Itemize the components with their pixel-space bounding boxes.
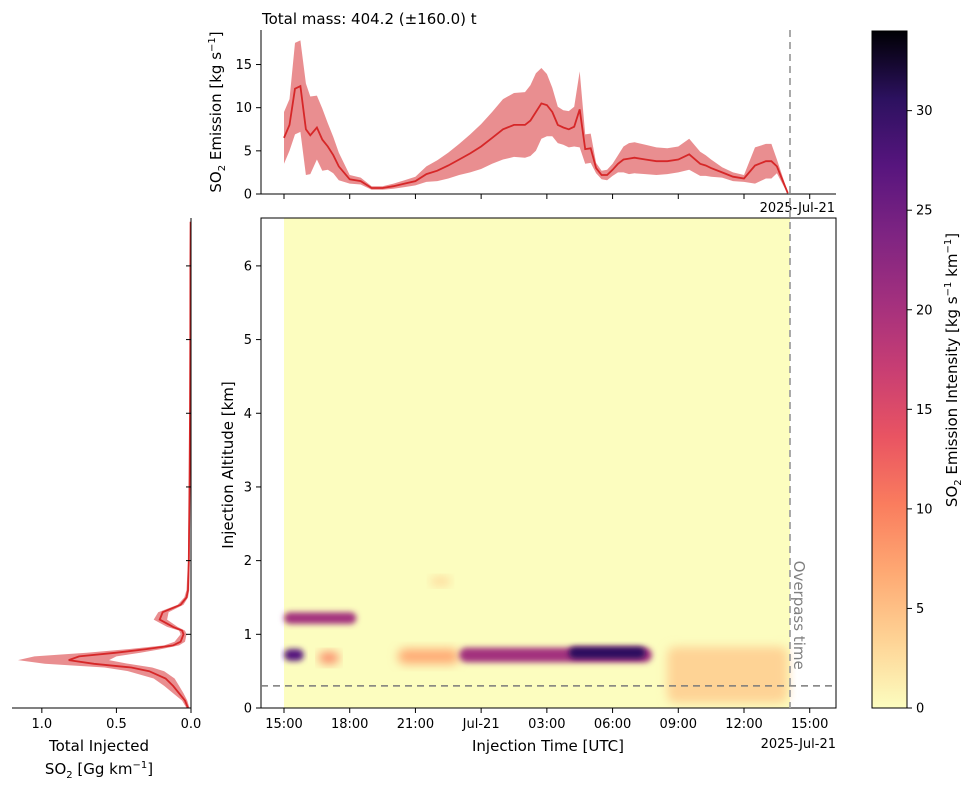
colorbar-tick-label: 20	[916, 303, 933, 318]
main-x-tick-label: 09:00	[660, 717, 697, 732]
top-y-ticks: 0 5 10 15	[235, 58, 261, 203]
top-y-tick-label: 0	[244, 188, 252, 203]
profile-y-ticks	[186, 265, 191, 709]
top-y-label: SO2 Emission [kg s−1]	[207, 31, 228, 192]
emission-uncertainty-band	[284, 40, 788, 195]
colorbar: 0 5 10 15 20 25 30 SO2 Emission Intensity [kg …	[871, 30, 964, 717]
main-x-tick-label: 18:00	[331, 717, 368, 732]
main-x-tick-label: 21:00	[397, 717, 434, 732]
profile-x-tick-label: 0.0	[181, 717, 202, 732]
top-y-tick-label: 15	[235, 58, 252, 73]
vertical-profile-panel: 1.0 0.5 0.0 Total Injected SO2 [Gg km−1]	[12, 218, 201, 781]
main-date-label: 2025-Jul-21	[761, 737, 836, 752]
heatmap-feature	[284, 612, 357, 624]
top-y-tick-label: 5	[244, 144, 252, 159]
main-y-tick-label: 2	[244, 554, 252, 569]
main-y-tick-label: 6	[244, 259, 252, 274]
main-y-tick-label: 0	[244, 702, 252, 717]
main-y-tick-label: 1	[244, 628, 252, 643]
heatmap-feature	[397, 649, 460, 664]
profile-uncertainty-band	[18, 221, 191, 708]
main-x-tick-label: 15:00	[265, 717, 302, 732]
heatmap-feature	[667, 646, 788, 703]
main-x-tick-label: Jul-21	[462, 717, 500, 732]
colorbar-tick-label: 25	[916, 204, 933, 219]
main-x-ticks: 15:00 18:00 21:00 Jul-21 03:00 06:00 09:00 12:0…	[265, 708, 828, 732]
heatmap-feature	[284, 649, 304, 661]
top-x-ticks	[283, 194, 811, 199]
main-y-tick-label: 5	[244, 333, 252, 348]
main-y-ticks: 0 1 2 3 4 5 6	[244, 259, 261, 717]
main-x-tick-label: 03:00	[528, 717, 565, 732]
emission-timeseries-panel: Total mass: 404.2 (±160.0) t 0 5 10 15 2025…	[207, 10, 836, 216]
colorbar-tick-label: 15	[916, 403, 933, 418]
profile-x-label-line1: Total Injected	[48, 737, 149, 755]
profile-x-tick-label: 1.0	[31, 717, 52, 732]
main-y-tick-label: 4	[244, 407, 252, 422]
emission-line	[283, 84, 789, 194]
profile-line	[68, 221, 192, 709]
heatmap-background	[284, 218, 790, 708]
heatmap-feature	[568, 646, 646, 659]
colorbar-tick-label: 30	[916, 104, 933, 119]
colorbar-label: SO2 Emission Intensity [kg s−1 km−1]	[943, 233, 964, 507]
top-date-label: 2025-Jul-21	[760, 201, 835, 216]
colorbar-tick-label: 10	[916, 502, 933, 517]
main-y-tick-label: 3	[244, 480, 252, 495]
heatmap-panel: 0 1 2 3 4 5 6 15:00 18:00 21:00 Jul-21 03:00 06:00 0…	[219, 217, 837, 755]
main-x-tick-label: 06:00	[594, 717, 631, 732]
main-y-label: Injection Altitude [km]	[219, 381, 237, 548]
colorbar-tick-label: 5	[916, 602, 924, 617]
heatmap-feature	[319, 652, 339, 664]
profile-x-ticks: 1.0 0.5 0.0	[31, 708, 201, 732]
top-y-tick-label: 10	[235, 101, 252, 116]
colorbar-gradient	[871, 30, 908, 709]
colorbar-tick-label: 0	[916, 702, 924, 717]
main-x-tick-label: 12:00	[725, 717, 762, 732]
main-x-tick-label: 15:00	[791, 717, 828, 732]
heatmap-cells	[284, 577, 788, 703]
heatmap-frame	[260, 217, 837, 709]
overpass-time-label: Overpass time	[790, 561, 808, 670]
profile-x-tick-label: 0.5	[106, 717, 127, 732]
profile-x-label-line2: SO2 [Gg km−1]	[45, 760, 153, 781]
heatmap-feature	[430, 577, 451, 585]
top-title: Total mass: 404.2 (±160.0) t	[261, 10, 477, 28]
colorbar-ticks: 0 5 10 15 20 25 30	[907, 104, 933, 717]
main-x-label: Injection Time [UTC]	[472, 737, 624, 755]
